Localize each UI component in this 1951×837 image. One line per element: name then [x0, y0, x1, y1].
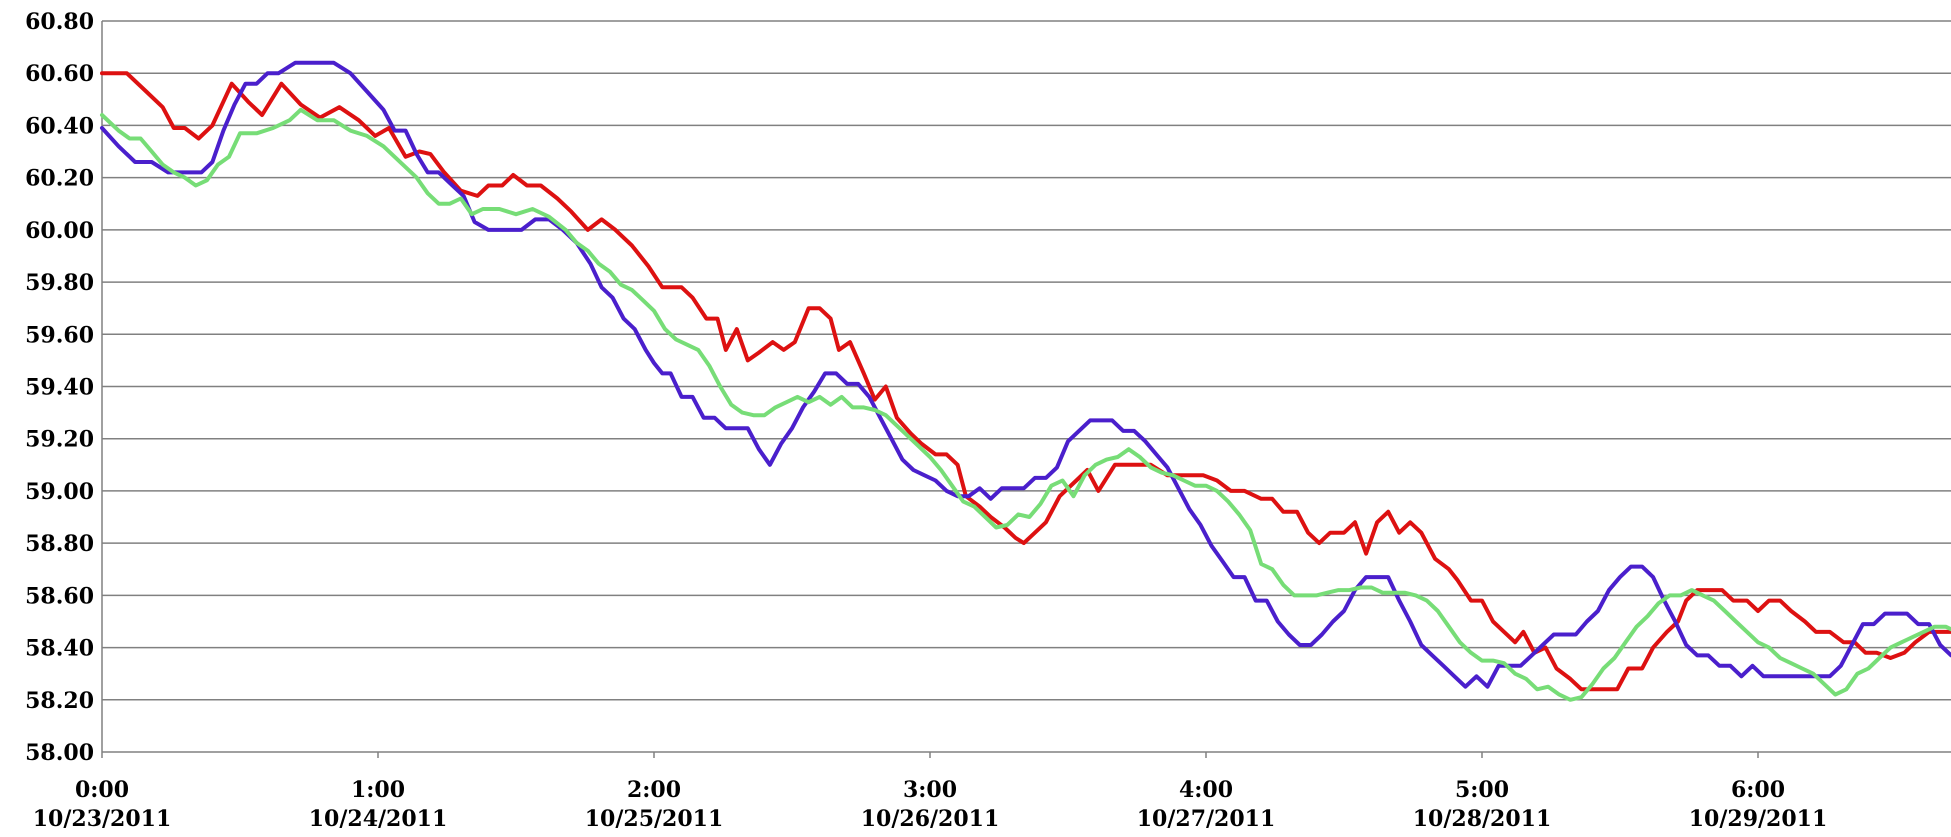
- x-tick-time: 1:00: [351, 777, 405, 803]
- x-tick-time: 2:00: [627, 777, 681, 803]
- y-tick-label: 60.40: [25, 113, 94, 139]
- y-tick-labels: 58.00 58.20 58.40 58.60 58.80 59.00 59.20 59.40…: [25, 9, 94, 766]
- y-tick-label: 58.80: [25, 531, 94, 557]
- y-tick-label: 58.40: [25, 636, 94, 662]
- x-tick-time: 6:00: [1731, 777, 1785, 803]
- y-tick-label: 58.60: [25, 583, 94, 609]
- y-tick-label: 60.60: [25, 61, 94, 87]
- x-tick-time: 3:00: [903, 777, 957, 803]
- series-lines: [100, 60, 1951, 702]
- y-tick-label: 59.20: [25, 427, 94, 453]
- x-tick-date: 10/29/2011: [1689, 806, 1828, 832]
- series-line-3: [100, 107, 1951, 702]
- axes: [101, 21, 1951, 758]
- y-tick-label: 58.00: [25, 740, 94, 766]
- x-tick-time: 0:00: [75, 777, 129, 803]
- x-tick-labels: 0:00 10/23/2011 1:00 10/24/2011 2:00 10/25/20…: [33, 777, 1828, 832]
- y-tick-label: 60.00: [25, 218, 94, 244]
- y-tick-label: 60.20: [25, 166, 94, 192]
- x-tick-date: 10/26/2011: [861, 806, 1000, 832]
- x-tick-date: 10/27/2011: [1137, 806, 1276, 832]
- y-tick-label: 60.80: [25, 9, 94, 35]
- y-tick-label: 59.80: [25, 270, 94, 296]
- x-tick-date: 10/25/2011: [585, 806, 724, 832]
- y-tick-label: 59.40: [25, 375, 94, 401]
- y-tick-label: 59.60: [25, 322, 94, 348]
- y-tick-label: 58.20: [25, 688, 94, 714]
- x-tick-time: 4:00: [1179, 777, 1233, 803]
- x-tick-date: 10/23/2011: [33, 806, 172, 832]
- series-line-2: [100, 60, 1951, 689]
- x-tick-date: 10/24/2011: [309, 806, 448, 832]
- series-line-1: [100, 71, 1951, 692]
- x-tick-date: 10/28/2011: [1413, 806, 1552, 832]
- x-tick-time: 5:00: [1455, 777, 1509, 803]
- gridlines: [102, 20, 1951, 701]
- y-tick-label: 59.00: [25, 479, 94, 505]
